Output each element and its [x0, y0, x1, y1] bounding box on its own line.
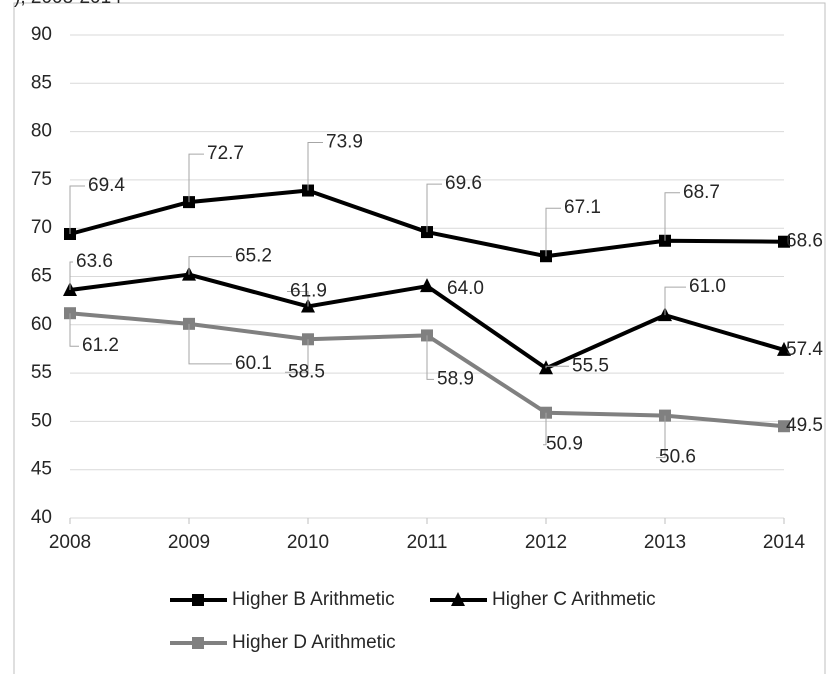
data-label: 69.6 [445, 173, 482, 194]
data-label: 55.5 [572, 355, 609, 376]
y-tick-label: 55 [31, 362, 52, 383]
x-tick-label: 2008 [49, 532, 91, 553]
leader-line [543, 412, 547, 446]
legend-label: Higher B Arithmetic [232, 589, 395, 610]
legend-label: Higher C Arithmetic [492, 589, 656, 610]
chart-frame [13, 2, 826, 674]
data-label: 68.6 [786, 231, 823, 252]
y-tick-label: 85 [31, 72, 52, 93]
data-label: 72.7 [207, 143, 244, 164]
data-label: 50.9 [546, 434, 583, 455]
leader-line [188, 153, 204, 203]
leader-line [426, 335, 434, 380]
leader-line [426, 183, 442, 233]
data-label: 65.2 [235, 246, 272, 267]
y-tick-label: 80 [31, 121, 52, 142]
x-tick-label: 2014 [763, 532, 806, 553]
y-tick-label: 90 [31, 24, 52, 45]
leader-line [664, 192, 680, 241]
data-label: 67.1 [564, 197, 601, 218]
leader-line [69, 313, 79, 347]
leader-line [188, 323, 232, 365]
leader-line [656, 415, 666, 459]
data-label: 73.9 [326, 132, 363, 153]
data-label: 58.5 [288, 361, 325, 382]
y-tick-label: 50 [31, 410, 52, 431]
legend-marker [192, 637, 204, 649]
leader-line [287, 290, 309, 307]
x-tick-label: 2011 [407, 532, 448, 553]
x-tick-label: 2013 [644, 532, 686, 553]
y-tick-label: 40 [31, 507, 52, 528]
point-marker [777, 341, 791, 356]
data-label: 61.0 [689, 276, 726, 297]
y-tick-label: 70 [31, 217, 52, 238]
point-marker [778, 235, 790, 248]
legend-marker [192, 594, 204, 606]
leader-line [307, 142, 323, 191]
y-tick-label: 60 [31, 314, 52, 335]
point-marker [420, 278, 434, 293]
leader-line [188, 256, 232, 275]
x-tick-label: 2010 [287, 532, 329, 553]
data-label: 64.0 [447, 278, 484, 299]
y-tick-label: 75 [31, 169, 52, 190]
data-label: 61.2 [82, 335, 119, 356]
y-tick-label: 65 [31, 266, 52, 287]
data-label: 69.4 [88, 175, 125, 196]
leader-line [285, 339, 309, 373]
data-label: 50.6 [659, 447, 696, 468]
y-tick-label: 45 [31, 459, 52, 480]
point-marker [778, 420, 790, 433]
legend-label: Higher D Arithmetic [232, 632, 396, 653]
leader-line [545, 365, 569, 369]
leader-line [69, 261, 73, 291]
data-label: 49.5 [786, 415, 823, 436]
data-label: 61.9 [290, 280, 327, 301]
data-label: 60.1 [235, 353, 272, 374]
legend-marker [451, 592, 465, 606]
x-tick-label: 2009 [168, 532, 210, 553]
data-label: 58.9 [437, 368, 474, 389]
leader-line [69, 185, 85, 234]
leader-line [664, 286, 686, 316]
leader-line [545, 207, 561, 257]
data-label: 68.7 [683, 182, 720, 203]
data-label: 63.6 [76, 251, 113, 272]
chart-title: ), 2008-2014 [14, 0, 122, 8]
x-tick-label: 2012 [525, 532, 567, 553]
data-label: 57.4 [786, 339, 823, 360]
